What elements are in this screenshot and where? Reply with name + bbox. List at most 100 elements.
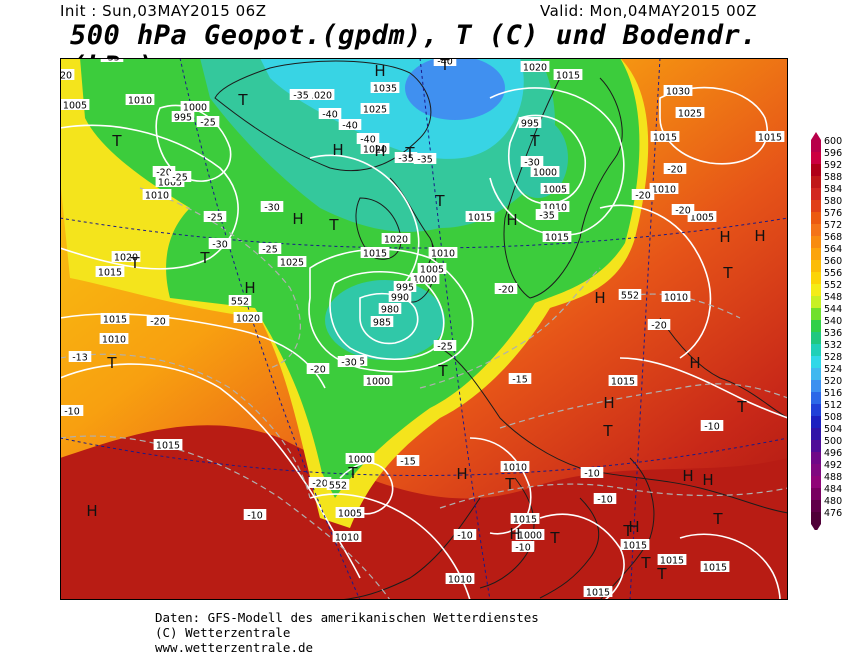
legend-swatch	[811, 224, 821, 236]
high-pressure-marker: H	[702, 471, 713, 489]
svg-text:-10: -10	[457, 531, 473, 542]
legend-swatch	[811, 356, 821, 368]
isobar-label: 1010	[445, 573, 475, 586]
isobar-label: 1020	[233, 312, 263, 325]
legend-level-label: 568	[824, 232, 842, 243]
temperature-label: -10	[593, 493, 617, 506]
svg-text:1020: 1020	[363, 145, 387, 156]
low-pressure-marker: T	[111, 132, 122, 150]
svg-text:1010: 1010	[102, 335, 126, 346]
legend-swatch	[811, 212, 821, 224]
svg-text:-30: -30	[212, 240, 228, 251]
high-pressure-marker: H	[86, 502, 97, 520]
svg-text:1010: 1010	[145, 191, 169, 202]
svg-text:980: 980	[381, 305, 399, 316]
legend-swatch	[811, 188, 821, 200]
svg-text:1010: 1010	[652, 185, 676, 196]
legend-swatch	[811, 476, 821, 488]
svg-text:1015: 1015	[156, 441, 180, 452]
legend-swatch	[811, 512, 821, 524]
isobar-label: 995	[393, 281, 417, 294]
legend-level-label: 508	[824, 412, 842, 423]
svg-text:-20: -20	[150, 317, 166, 328]
low-pressure-marker: T	[722, 264, 733, 282]
svg-text:1015: 1015	[468, 213, 492, 224]
isobar-label: 1005	[60, 99, 90, 112]
low-pressure-marker: T	[736, 398, 747, 416]
svg-text:995: 995	[174, 113, 192, 124]
legend-swatch	[811, 332, 821, 344]
legend-swatch	[811, 416, 821, 428]
isobar-label: 1005	[335, 507, 365, 520]
svg-text:-40: -40	[322, 110, 338, 121]
isobar-label: 1000	[410, 273, 440, 286]
isobar-label: 1005	[417, 263, 447, 276]
high-pressure-marker: H	[456, 465, 467, 483]
temperature-label: -30	[208, 238, 232, 251]
isobar-label: 1010	[428, 247, 458, 260]
legend-swatch	[811, 296, 821, 308]
svg-text:552: 552	[329, 481, 347, 492]
svg-text:1015: 1015	[758, 133, 782, 144]
isobar-label: 1020	[381, 233, 411, 246]
isobar-label: 1000	[530, 166, 560, 179]
temperature-label: -40	[318, 108, 342, 121]
svg-text:1025: 1025	[363, 105, 387, 116]
low-pressure-marker: T	[199, 249, 210, 267]
temperature-label: -35	[289, 89, 313, 102]
isobar-label: 1010	[649, 183, 679, 196]
legend-level-label: 592	[824, 160, 842, 171]
legend-level-label: 524	[824, 364, 842, 375]
high-pressure-marker: H	[689, 354, 700, 372]
temperature-label: -13	[68, 351, 92, 364]
temperature-label: -25	[196, 116, 220, 129]
legend-arrow-bottom	[811, 524, 821, 530]
geopotential-label: 552	[228, 295, 252, 308]
isobar-label: 1015	[95, 266, 125, 279]
high-pressure-marker: H	[244, 279, 255, 297]
svg-text:-25: -25	[207, 213, 223, 224]
svg-text:1015: 1015	[98, 268, 122, 279]
latlon-grid	[60, 58, 788, 600]
low-pressure-marker: T	[622, 522, 633, 540]
temperature-label: -20	[663, 163, 687, 176]
legend-swatch	[811, 260, 821, 272]
legend-level-label: 580	[824, 196, 842, 207]
svg-text:1010: 1010	[664, 293, 688, 304]
svg-text:1015: 1015	[556, 71, 580, 82]
isobar-label: 1015	[465, 211, 495, 224]
legend-level-label: 552	[824, 280, 842, 291]
temperature-label: -20	[152, 166, 176, 179]
legend-swatch	[811, 464, 821, 476]
legend-level-label: 588	[824, 172, 842, 183]
svg-text:1015: 1015	[703, 563, 727, 574]
legend-arrow-top	[811, 132, 821, 140]
temperature-label: -35	[535, 209, 559, 222]
isobar-label: 1000	[180, 101, 210, 114]
legend-level-label: 572	[824, 220, 842, 231]
isobar-label: 1020	[305, 89, 335, 102]
low-pressure-marker: T	[504, 475, 515, 493]
svg-text:-25: -25	[172, 173, 188, 184]
temperature-label: -10	[243, 509, 267, 522]
legend-swatch	[811, 176, 821, 188]
svg-text:-20: -20	[310, 365, 326, 376]
legend-level-label: 532	[824, 340, 842, 351]
isobar-label: 1025	[675, 107, 705, 120]
footer-source: Daten: GFS-Modell des amerikanischen Wet…	[155, 610, 539, 625]
legend-level-label: 500	[824, 436, 842, 447]
svg-text:-25: -25	[437, 342, 453, 353]
svg-text:1020: 1020	[114, 253, 138, 264]
svg-text:-25: -25	[262, 245, 278, 256]
temperature-label: -15	[508, 373, 532, 386]
svg-text:-20: -20	[651, 321, 667, 332]
geopotential-label: 552	[326, 479, 350, 492]
legend-level-label: 556	[824, 268, 842, 279]
legend-swatch	[811, 248, 821, 260]
temperature-label: -15	[396, 455, 420, 468]
legend-swatch	[811, 308, 821, 320]
svg-text:-20: -20	[635, 191, 651, 202]
isobar-label: 1005	[687, 211, 717, 224]
legend-swatch	[811, 440, 821, 452]
svg-text:1020: 1020	[308, 91, 332, 102]
